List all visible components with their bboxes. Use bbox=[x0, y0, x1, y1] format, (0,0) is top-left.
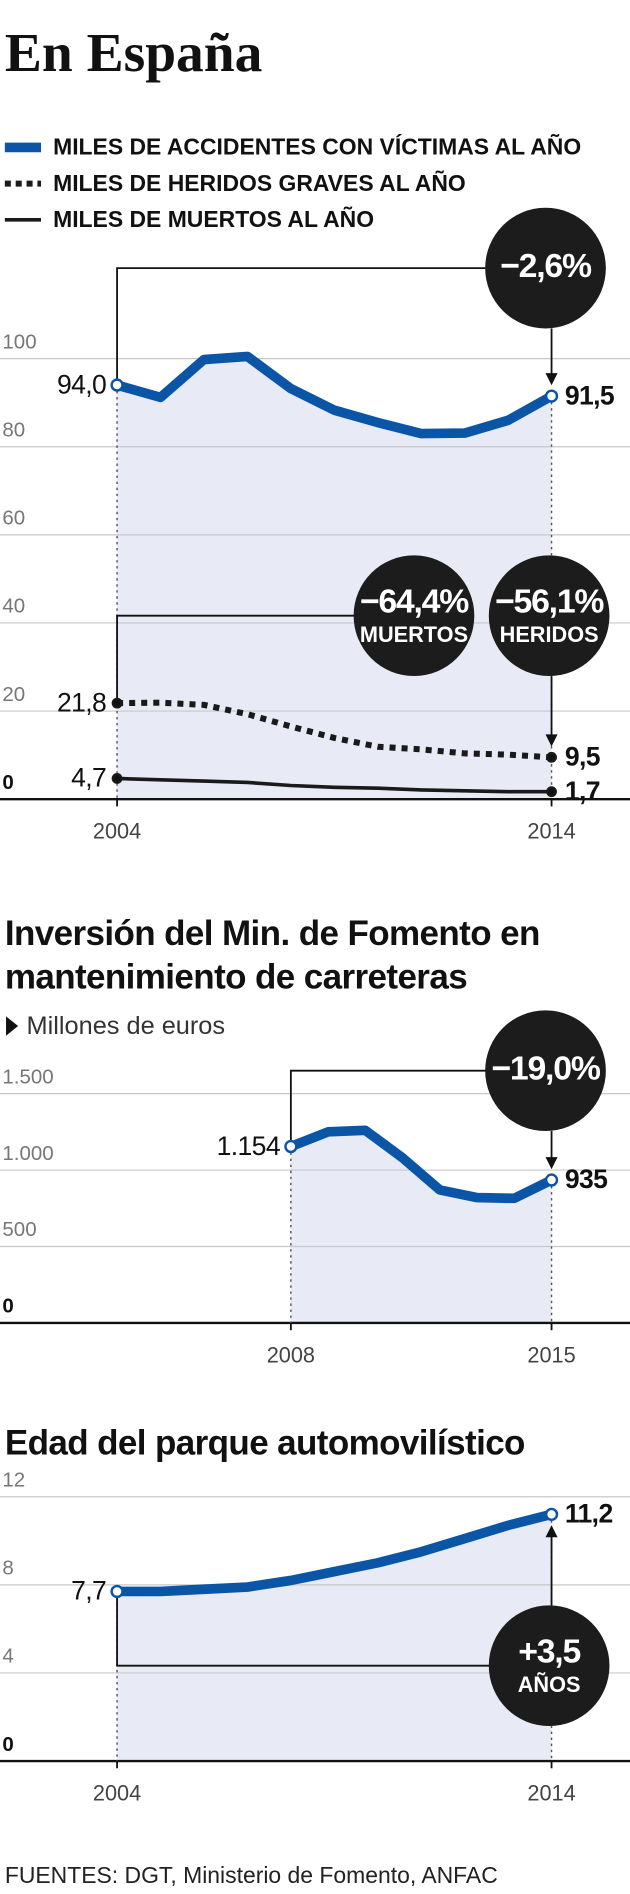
annotation-circle bbox=[488, 1605, 610, 1727]
point bbox=[110, 378, 124, 392]
y-tick-label: 80 bbox=[2, 418, 25, 441]
y-tick-label: 1.000 bbox=[2, 1142, 53, 1165]
y-tick-label: 1.500 bbox=[2, 1065, 53, 1088]
value-label: 1.154 bbox=[217, 1131, 280, 1161]
y-tick-label: 8 bbox=[2, 1557, 13, 1580]
y-tick-label: 12 bbox=[2, 1468, 25, 1491]
value-label: 9,5 bbox=[565, 742, 601, 772]
point bbox=[546, 751, 557, 763]
x-tick-label: 2008 bbox=[267, 1342, 315, 1367]
point bbox=[546, 786, 557, 798]
x-tick-label: 2004 bbox=[93, 819, 141, 844]
value-label: 91,5 bbox=[565, 380, 615, 410]
chart-subtitle: Millones de euros bbox=[27, 1012, 226, 1040]
point bbox=[111, 773, 123, 784]
chart-title-box: Inversión del Min. de Fomento en manteni… bbox=[4, 915, 541, 998]
line bbox=[117, 776, 552, 794]
area bbox=[117, 1514, 552, 1762]
y-tick-label: 0 bbox=[2, 771, 13, 794]
line bbox=[117, 1509, 553, 1597]
connector bbox=[116, 267, 498, 386]
x-tick-label: 2004 bbox=[93, 1781, 141, 1806]
annotation-text: −56,1% bbox=[495, 583, 604, 621]
y-tick-label: 40 bbox=[2, 595, 25, 618]
source: FUENTES: DGT, Ministerio de Fomento, ANF… bbox=[5, 1862, 498, 1888]
area bbox=[290, 1130, 552, 1323]
annotation-circle bbox=[488, 555, 610, 677]
value-label: 21,8 bbox=[57, 687, 106, 717]
line bbox=[289, 1125, 554, 1204]
line bbox=[115, 351, 554, 439]
annotation-label: MUERTOS bbox=[360, 622, 468, 647]
y-tick-label: 20 bbox=[2, 683, 25, 706]
annotation-text: +3,5 bbox=[518, 1633, 580, 1671]
y-tick-label: 60 bbox=[2, 507, 25, 530]
arrow-head bbox=[545, 1157, 558, 1170]
point bbox=[284, 1139, 298, 1154]
connector bbox=[116, 1591, 501, 1667]
value-label: 4,7 bbox=[71, 763, 106, 793]
y-tick-label: 4 bbox=[2, 1645, 13, 1668]
area bbox=[117, 356, 552, 800]
value-label: 935 bbox=[565, 1164, 608, 1194]
annotation-label: AÑOS bbox=[518, 1672, 581, 1697]
value-label: 11,2 bbox=[565, 1499, 613, 1529]
x-tick-label: 2014 bbox=[527, 1781, 575, 1806]
chart-title: Edad del parque automovilístico bbox=[4, 1424, 526, 1463]
y-tick-label: 500 bbox=[2, 1218, 36, 1241]
y-tick-label: 0 bbox=[2, 1733, 13, 1756]
connector bbox=[116, 614, 366, 704]
legend-label: MILES DE MUERTOS AL AÑO bbox=[53, 206, 374, 232]
point bbox=[544, 389, 559, 403]
subtitle-marker bbox=[6, 1016, 19, 1036]
arrow-head bbox=[545, 373, 558, 386]
annotation-label: HERIDOS bbox=[500, 622, 599, 647]
arrow-head bbox=[545, 1525, 558, 1538]
y-tick-label: 0 bbox=[2, 1295, 13, 1318]
point bbox=[111, 697, 123, 709]
connector bbox=[289, 1069, 498, 1147]
value-label: 7,7 bbox=[71, 1576, 106, 1606]
headline: En España bbox=[5, 23, 263, 84]
annotation-text: −2,6% bbox=[500, 247, 592, 285]
annotation-text: −64,4% bbox=[360, 583, 469, 621]
point bbox=[544, 1173, 559, 1187]
annotation-circle bbox=[485, 1010, 606, 1132]
line bbox=[117, 699, 552, 761]
x-tick-label: 2014 bbox=[527, 819, 575, 844]
annotation-circle bbox=[353, 555, 475, 677]
point bbox=[544, 1507, 559, 1521]
value-label: 1,7 bbox=[565, 776, 600, 806]
chart-title: Inversión del Min. de Fomento en manteni… bbox=[4, 915, 541, 998]
legend-label: MILES DE ACCIDENTES CON VÍCTIMAS AL AÑO bbox=[53, 134, 581, 160]
legend-label: MILES DE HERIDOS GRAVES AL AÑO bbox=[53, 170, 466, 196]
annotation-text: −19,0% bbox=[491, 1050, 600, 1088]
x-tick-label: 2015 bbox=[527, 1342, 575, 1367]
arrow-head bbox=[545, 734, 558, 747]
point bbox=[110, 1584, 124, 1599]
y-tick-label: 100 bbox=[2, 330, 36, 353]
value-label: 94,0 bbox=[57, 369, 106, 399]
chart-title-box: Edad del parque automovilístico bbox=[4, 1424, 526, 1463]
annotation-circle bbox=[485, 207, 606, 329]
